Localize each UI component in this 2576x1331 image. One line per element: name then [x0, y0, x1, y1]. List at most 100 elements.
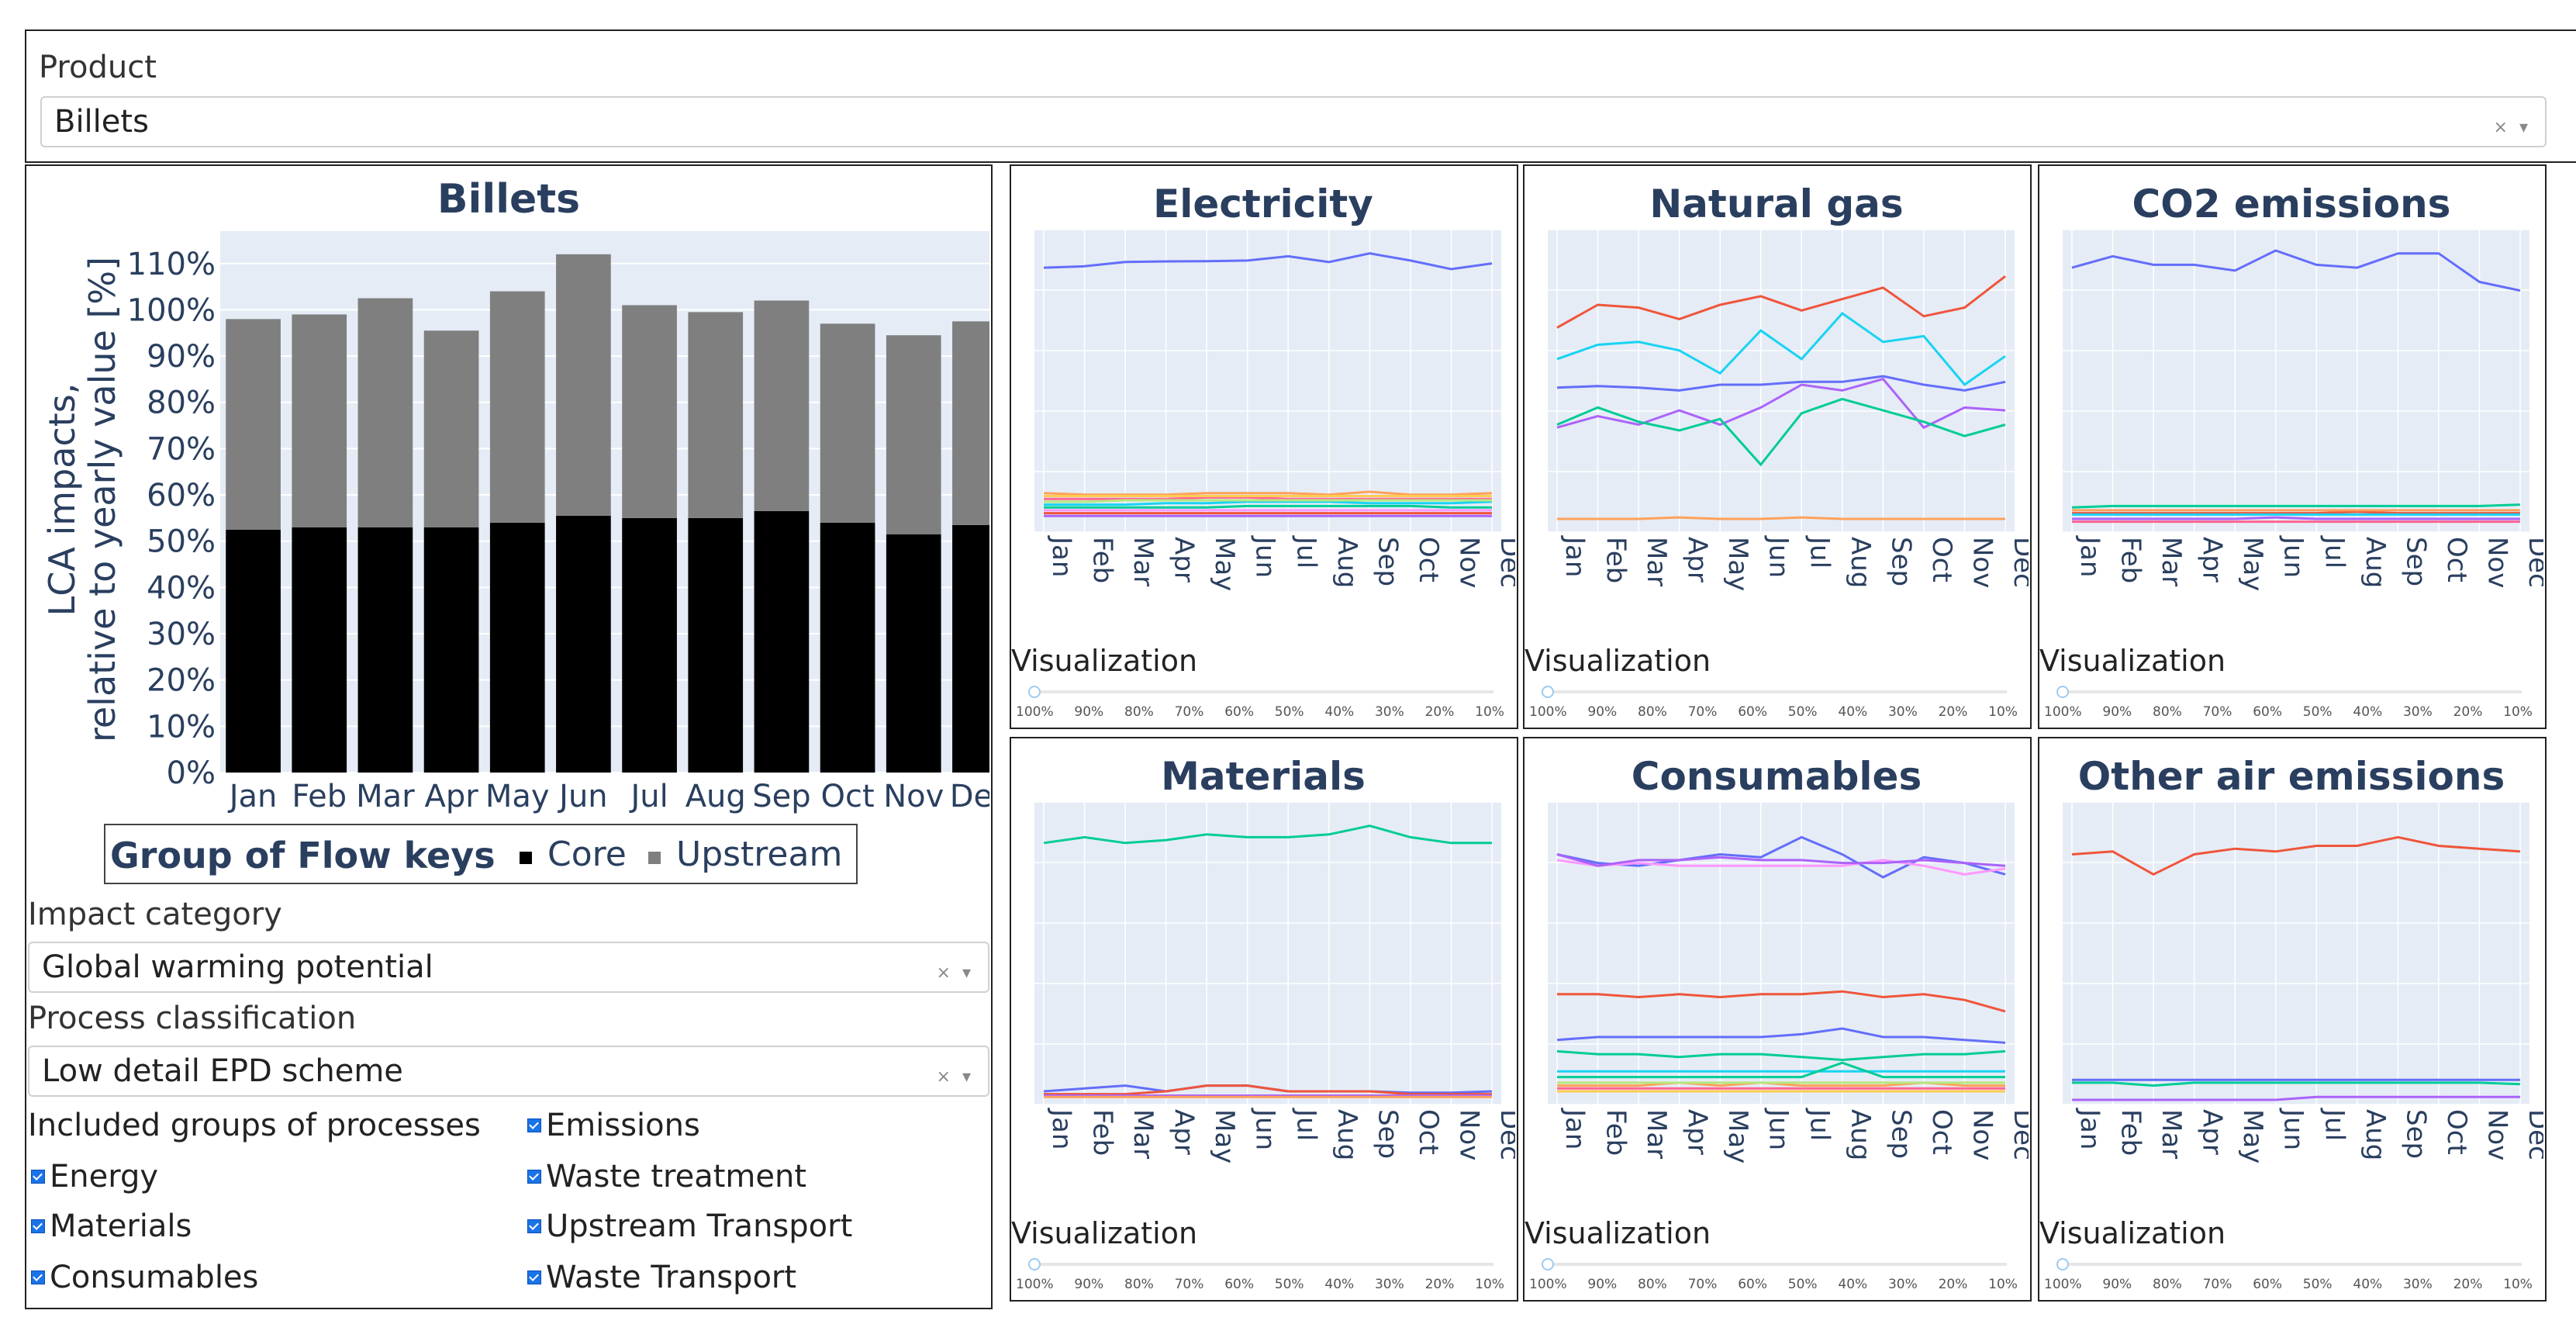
- slider-handle[interactable]: [1542, 1258, 1554, 1270]
- slider-tick-label: 80%: [1638, 1277, 1667, 1292]
- slider-tick-label: 60%: [1738, 704, 1767, 720]
- checkbox-emissions[interactable]: Emissions: [527, 1108, 700, 1143]
- series-line-0: [1043, 252, 1493, 271]
- x-tick-label: May: [485, 779, 550, 814]
- x-tick-label: Aug: [1845, 1109, 1876, 1160]
- slider-tick-label: 20%: [1424, 704, 1455, 720]
- legend-core-swatch: [520, 852, 532, 864]
- slider-tick-label: 40%: [2353, 704, 2383, 720]
- x-tick-label: Jul: [1804, 1108, 1835, 1141]
- panel-consumables: Jan Feb Mar Apr May Jun Jul Aug Sep Oct Nov Dec Cons…: [1523, 737, 2032, 1302]
- bar-upstream: [952, 321, 989, 525]
- checkbox-checked-icon[interactable]: [527, 1219, 541, 1233]
- checkbox-waste-treatment[interactable]: Waste treatment: [527, 1159, 806, 1194]
- x-tick-label: Apr: [2197, 1109, 2228, 1155]
- checkbox-checked-icon[interactable]: [31, 1219, 45, 1233]
- x-tick-label: Sep: [2400, 537, 2431, 586]
- x-tick-label: Dec: [2522, 1109, 2543, 1160]
- bar-core: [556, 515, 611, 773]
- bar-upstream: [357, 298, 413, 527]
- x-tick-label: Jun: [1763, 535, 1794, 578]
- slider-tick-label: 30%: [2402, 1277, 2433, 1292]
- process-classification-dropdown[interactable]: Low detail EPD scheme × ▾: [28, 1046, 989, 1097]
- chart-title: Materials: [1161, 754, 1366, 799]
- series-line-1: [1556, 312, 2006, 387]
- checkbox-waste-transport[interactable]: Waste Transport: [527, 1260, 796, 1295]
- visualization-slider[interactable]: [1034, 690, 1493, 693]
- series-line-2: [1044, 504, 1492, 509]
- slider-handle[interactable]: [2056, 686, 2069, 698]
- checkbox-checked-icon[interactable]: [527, 1118, 541, 1132]
- y-tick-label: 60%: [147, 478, 216, 513]
- visualization-label: Visualization: [1011, 1216, 1198, 1250]
- bar-core: [226, 529, 281, 773]
- x-tick-label: Jul: [2319, 535, 2350, 569]
- visualization-label: Visualization: [2039, 644, 2226, 678]
- series-line-3: [2072, 1095, 2520, 1101]
- bar-upstream: [622, 305, 677, 518]
- x-tick-label: Feb: [1087, 537, 1118, 583]
- checkbox-checked-icon[interactable]: [31, 1270, 45, 1284]
- chart-title: Consumables: [1632, 754, 1922, 799]
- panel-materials: Jan Feb Mar Apr May Jun Jul Aug Sep Oct Nov Dec Mate…: [1010, 737, 1518, 1302]
- impact-category-dropdown[interactable]: Global warming potential × ▾: [28, 942, 989, 993]
- clear-select-icon[interactable]: × ▾: [2493, 118, 2531, 137]
- line-chart-consumables: Jan Feb Mar Apr May Jun Jul Aug Sep Oct Nov Dec Cons…: [1548, 754, 2029, 1163]
- slider-tick-label: 40%: [2353, 1277, 2383, 1292]
- x-tick-label: Dec: [950, 779, 989, 814]
- clear-select-icon[interactable]: × ▾: [936, 1067, 974, 1087]
- slider-tick-label: 40%: [1838, 1277, 1868, 1292]
- visualization-slider[interactable]: [2063, 690, 2522, 693]
- visualization-slider[interactable]: [1548, 1263, 2007, 1266]
- checkbox-checked-icon[interactable]: [527, 1270, 541, 1284]
- bar-core: [489, 522, 545, 773]
- x-tick-label: Apr: [2197, 537, 2228, 583]
- clear-select-icon[interactable]: × ▾: [936, 963, 974, 983]
- bar-core: [952, 524, 989, 773]
- slider-tick-label: 10%: [1475, 1277, 1504, 1292]
- slider-tick-label: 10%: [2503, 704, 2533, 720]
- checkbox-energy[interactable]: Energy: [31, 1159, 158, 1194]
- x-tick-label: May: [2237, 1109, 2268, 1163]
- line-chart-electricity: Jan Feb Mar Apr May Jun Jul Aug Sep Oct Nov Dec Elec…: [1034, 182, 1515, 591]
- slider-handle[interactable]: [1542, 686, 1554, 698]
- slider-tick-label: 20%: [2453, 704, 2483, 720]
- series-line-1: [1556, 859, 2006, 876]
- visualization-label: Visualization: [1525, 1216, 1711, 1250]
- y-tick-label: 10%: [147, 709, 216, 745]
- slider-tick-label: 60%: [1224, 704, 1254, 720]
- plot-background: [2063, 802, 2529, 1105]
- checkbox-upstream-transport[interactable]: Upstream Transport: [527, 1208, 852, 1244]
- checkbox-checked-icon[interactable]: [527, 1170, 541, 1184]
- series-line-5: [1556, 1049, 2006, 1062]
- checkbox-label: Emissions: [546, 1108, 700, 1143]
- checkbox-materials[interactable]: Materials: [31, 1208, 192, 1244]
- visualization-slider[interactable]: [1548, 690, 2007, 693]
- impact-category-label: Impact category: [28, 897, 282, 932]
- checkbox-checked-icon[interactable]: [31, 1170, 45, 1184]
- slider-tick-label: 50%: [1787, 704, 1818, 720]
- product-dropdown[interactable]: Billets × ▾: [40, 96, 2547, 147]
- line-chart-materials: Jan Feb Mar Apr May Jun Jul Aug Sep Oct Nov Dec Mate…: [1034, 754, 1515, 1163]
- slider-ticks: 100% 90% 80% 70% 60% 50% 40% 30% 20% 10%: [1529, 1277, 2018, 1292]
- slider-tick-label: 80%: [1124, 704, 1154, 720]
- slider-handle[interactable]: [1028, 1258, 1041, 1270]
- x-tick-label: Jun: [557, 779, 608, 814]
- x-tick-label: Apr: [1682, 537, 1713, 583]
- visualization-slider[interactable]: [1034, 1263, 1493, 1266]
- x-tick-label: Feb: [1087, 1109, 1118, 1156]
- x-tick-label: Oct: [1413, 1109, 1444, 1155]
- visualization-slider[interactable]: [2063, 1263, 2522, 1266]
- slider-tick-label: 10%: [1475, 704, 1504, 720]
- bar-upstream: [820, 323, 875, 523]
- slider-handle[interactable]: [2056, 1258, 2069, 1270]
- slider-ticks: 100% 90% 80% 70% 60% 50% 40% 30% 20% 10%: [1529, 704, 2018, 720]
- slider-tick-label: 50%: [2302, 704, 2333, 720]
- slider-tick-label: 40%: [1838, 704, 1868, 720]
- checkbox-consumables[interactable]: Consumables: [31, 1260, 258, 1295]
- slider-handle[interactable]: [1028, 686, 1041, 698]
- slider-ticks: 100% 90% 80% 70% 60% 50% 40% 30% 20% 10%: [1016, 1277, 1504, 1292]
- slider-tick-label: 20%: [1938, 704, 1968, 720]
- slider-tick-label: 100%: [2044, 1277, 2082, 1292]
- slider-tick-label: 50%: [1787, 1277, 1818, 1292]
